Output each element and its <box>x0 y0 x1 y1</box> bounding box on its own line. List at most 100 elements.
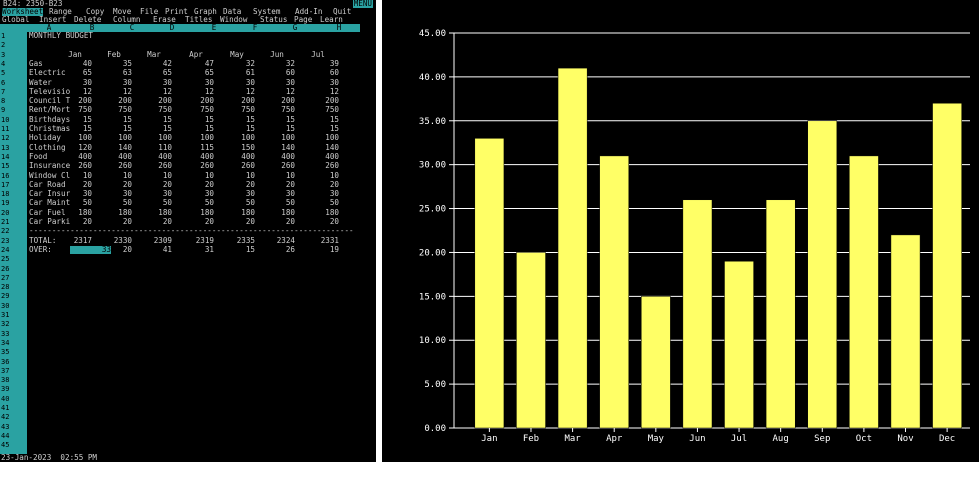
budget-value-cell[interactable]: 200 <box>78 97 92 106</box>
budget-value-cell[interactable]: 32 <box>285 59 295 68</box>
budget-value-cell[interactable]: 15 <box>329 125 339 133</box>
month-header-feb[interactable]: Feb <box>107 50 121 59</box>
budget-value-cell[interactable]: 30 <box>329 78 339 87</box>
budget-value-cell[interactable]: 50 <box>245 199 255 208</box>
budget-value-cell[interactable]: 10 <box>122 171 132 180</box>
budget-value-cell[interactable]: 400 <box>281 152 295 161</box>
total-value-cell[interactable]: 2331 <box>320 236 339 245</box>
budget-value-cell[interactable]: 260 <box>78 162 92 171</box>
column-header-g[interactable]: G <box>292 23 298 32</box>
budget-value-cell[interactable]: 30 <box>245 190 255 199</box>
row-number[interactable]: 38 <box>1 376 10 385</box>
budget-value-cell[interactable]: 39 <box>329 59 339 68</box>
budget-value-cell[interactable]: 15 <box>82 125 92 133</box>
submenu-item-global[interactable]: Global <box>2 15 30 24</box>
budget-value-cell[interactable]: 15 <box>285 125 295 133</box>
budget-value-cell[interactable]: 32 <box>245 59 255 68</box>
menu-item-file[interactable]: File <box>140 7 159 16</box>
row-label[interactable]: Car Road <box>29 180 66 189</box>
budget-value-cell[interactable]: 12 <box>245 87 255 96</box>
over-value-cell[interactable]: 31 <box>204 245 214 254</box>
budget-value-cell[interactable]: 180 <box>200 208 214 217</box>
budget-value-cell[interactable]: 260 <box>200 162 214 171</box>
budget-value-cell[interactable]: 30 <box>82 190 92 199</box>
budget-value-cell[interactable]: 30 <box>122 190 132 199</box>
budget-value-cell[interactable]: 15 <box>329 115 339 124</box>
menu-item-data[interactable]: Data <box>223 7 242 16</box>
budget-value-cell[interactable]: 42 <box>162 59 172 68</box>
budget-value-cell[interactable]: 65 <box>204 69 214 78</box>
row-label[interactable]: Rent/Mort <box>29 106 71 115</box>
row-number[interactable]: 20 <box>1 208 10 217</box>
month-header-may[interactable]: May <box>230 50 244 59</box>
row-number[interactable]: 25 <box>1 255 10 264</box>
total-label[interactable]: TOTAL: <box>29 236 57 245</box>
column-header-h[interactable]: H <box>336 23 342 32</box>
budget-value-cell[interactable]: 12 <box>162 87 172 96</box>
budget-value-cell[interactable]: 20 <box>245 218 255 226</box>
budget-value-cell[interactable]: 100 <box>281 134 295 143</box>
row-number[interactable]: 29 <box>1 292 10 301</box>
month-header-jan[interactable]: Jan <box>68 50 82 59</box>
row-number[interactable]: 44 <box>1 431 10 440</box>
budget-value-cell[interactable]: 10 <box>82 171 92 180</box>
budget-value-cell[interactable]: 200 <box>158 97 172 106</box>
budget-value-cell[interactable]: 10 <box>245 171 255 180</box>
budget-value-cell[interactable]: 400 <box>325 152 339 161</box>
budget-value-cell[interactable]: 150 <box>241 143 255 152</box>
row-number[interactable]: 40 <box>1 394 10 403</box>
row-number[interactable]: 35 <box>1 348 10 357</box>
budget-value-cell[interactable]: 260 <box>281 162 295 171</box>
budget-value-cell[interactable]: 12 <box>82 87 92 96</box>
budget-value-cell[interactable]: 20 <box>245 180 255 189</box>
budget-value-cell[interactable]: 20 <box>285 180 295 189</box>
row-label[interactable]: Window Cl <box>29 171 71 180</box>
budget-value-cell[interactable]: 140 <box>281 143 295 152</box>
budget-value-cell[interactable]: 30 <box>204 78 214 87</box>
budget-value-cell[interactable]: 260 <box>241 162 255 171</box>
row-number[interactable]: 42 <box>1 413 10 422</box>
row-number[interactable]: 39 <box>1 385 10 394</box>
budget-value-cell[interactable]: 40 <box>82 59 92 68</box>
menu-item-range[interactable]: Range <box>49 7 72 16</box>
row-number[interactable]: 9 <box>1 106 6 115</box>
budget-value-cell[interactable]: 15 <box>122 125 132 133</box>
over-value-cell[interactable]: 41 <box>162 245 172 254</box>
budget-value-cell[interactable]: 50 <box>329 199 339 208</box>
menu-item-print[interactable]: Print <box>165 7 188 16</box>
budget-value-cell[interactable]: 400 <box>200 152 214 161</box>
over-value-cell[interactable]: 15 <box>245 245 255 254</box>
budget-value-cell[interactable]: 750 <box>118 106 132 115</box>
budget-value-cell[interactable]: 15 <box>162 125 172 133</box>
budget-value-cell[interactable]: 100 <box>158 134 172 143</box>
row-number[interactable]: 31 <box>1 311 10 319</box>
budget-value-cell[interactable]: 100 <box>200 134 214 143</box>
column-header-d[interactable]: D <box>169 23 175 32</box>
row-number[interactable]: 16 <box>1 171 10 180</box>
budget-value-cell[interactable]: 750 <box>78 106 92 115</box>
row-number[interactable]: 2 <box>1 41 6 50</box>
row-label[interactable]: Christmas <box>29 125 71 133</box>
row-label[interactable]: Car Parki <box>29 218 71 226</box>
submenu-item-page[interactable]: Page <box>294 15 313 24</box>
budget-value-cell[interactable]: 20 <box>204 218 214 226</box>
over-value-cell[interactable]: 26 <box>285 245 295 254</box>
menu-item-add-in[interactable]: Add-In <box>295 7 323 16</box>
budget-value-cell[interactable]: 50 <box>82 199 92 208</box>
total-value-cell[interactable]: 2335 <box>236 236 255 245</box>
row-number[interactable]: 28 <box>1 283 10 292</box>
row-label[interactable]: Food <box>29 152 48 161</box>
budget-value-cell[interactable]: 10 <box>329 171 339 180</box>
budget-value-cell[interactable]: 200 <box>200 97 214 106</box>
row-label[interactable]: Clothing <box>29 143 66 152</box>
submenu-item-delete[interactable]: Delete <box>74 15 102 24</box>
budget-value-cell[interactable]: 20 <box>204 180 214 189</box>
row-number[interactable]: 7 <box>1 87 6 96</box>
row-label[interactable]: Car Fuel <box>29 208 66 217</box>
budget-value-cell[interactable]: 20 <box>285 218 295 226</box>
row-number[interactable]: 12 <box>1 134 10 143</box>
budget-value-cell[interactable]: 400 <box>118 152 132 161</box>
budget-value-cell[interactable]: 750 <box>200 106 214 115</box>
submenu-item-column[interactable]: Column <box>113 15 141 24</box>
column-header-a[interactable]: A <box>46 23 52 32</box>
